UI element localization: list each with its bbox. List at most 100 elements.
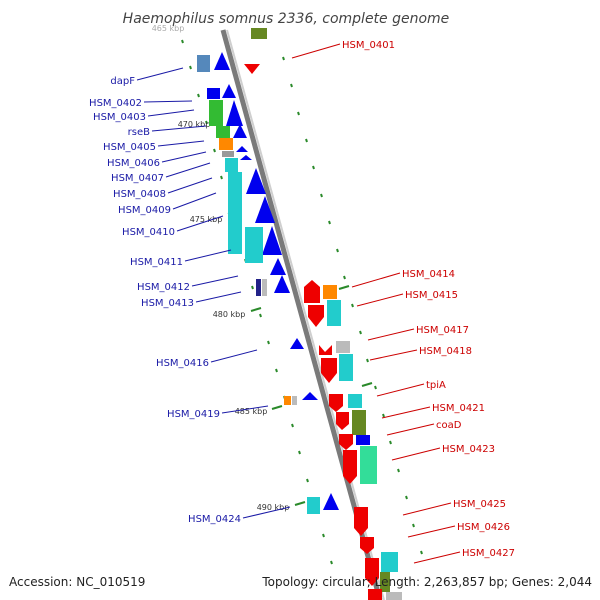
hsm0424-block: [307, 497, 320, 514]
gene-label-hsm0411: HSM_0411: [130, 257, 183, 268]
hsm0410-block: [228, 172, 242, 254]
gene-label-hsm0403: HSM_0403: [93, 112, 146, 123]
gene-label-hsm0418: HSM_0418: [419, 346, 472, 357]
gene-label-hsm0412: HSM_0412: [137, 282, 190, 293]
hsm0419-arrow: [302, 392, 318, 400]
gene-label-hsm0417: HSM_0417: [416, 325, 469, 336]
hsm0425-arrow: [354, 507, 368, 536]
hsm0414-arrow-a: [304, 280, 320, 303]
hsm0402-block: [207, 88, 220, 99]
genome-backbone-highlight: [226, 29, 385, 600]
coaD-arrow: [339, 434, 353, 450]
hsm0408-block: [225, 158, 238, 172]
hsm0427-block-b: [380, 572, 390, 592]
hsm0413-block: [262, 279, 267, 296]
gene-label-hsm0410: HSM_0410: [122, 227, 175, 238]
hsm0416-arrow: [290, 338, 304, 349]
hsm0417-arrow-a: [319, 345, 332, 355]
accession-text: Accession: NC_010519: [9, 575, 145, 589]
map-title: Haemophilus somnus 2336, complete genome: [123, 11, 450, 27]
gene-label-hsm0414: HSM_0414: [402, 269, 455, 280]
kbp-label-480: 480 kbp: [213, 310, 246, 319]
gene-label-hsm0408: HSM_0408: [113, 189, 166, 200]
right-gene-glyphs: [244, 28, 402, 600]
hsm0424-arrow: [323, 493, 339, 510]
gene-label-hsm0406: HSM_0406: [107, 158, 160, 169]
gene-label-hsm0421: HSM_0421: [432, 403, 485, 414]
hsm0421-block: [352, 410, 366, 435]
hsm0419-block-b: [292, 396, 297, 405]
genome-backbone: [220, 29, 383, 600]
hsm0426-arrow: [360, 537, 374, 554]
gene-label-hsm0425: HSM_0425: [453, 499, 506, 510]
hsm0421-arrow: [336, 412, 349, 430]
coaD-block: [356, 435, 370, 445]
gene-label-hsm0427: HSM_0427: [462, 548, 515, 559]
hsm0419-block: [284, 396, 291, 405]
gene-label-hsm0419: HSM_0419: [167, 409, 220, 420]
hsm0427-block: [381, 552, 398, 572]
gene-label-dapF: dapF: [110, 76, 135, 87]
hsm0406-arrow: [236, 146, 248, 152]
gene-label-hsm0409: HSM_0409: [118, 205, 171, 216]
gene-label-hsm0401: HSM_0401: [342, 40, 395, 51]
hsm0414-block: [323, 285, 337, 299]
right-gene-labels: HSM_0401 HSM_0414 HSM_0415 HSM_0417 HSM_…: [342, 40, 515, 559]
kbp-label-485: 485 kbp: [235, 407, 268, 416]
gene-label-hsm0402: HSM_0402: [89, 98, 142, 109]
hsm0411-arrow: [270, 258, 286, 275]
hsm0411-block: [245, 227, 263, 263]
hsm0403-block: [209, 100, 223, 126]
hsm0407-arrow: [240, 155, 252, 160]
hsm0423-block: [360, 446, 377, 484]
left-gene-glyphs: [197, 52, 339, 514]
hsm0415-block: [327, 300, 341, 326]
gene-label-hsm0426: HSM_0426: [457, 522, 510, 533]
hsm0403-arrow: [226, 100, 243, 126]
kbp-label-490: 490 kbp: [257, 503, 290, 512]
hsm0418-block: [339, 354, 353, 381]
gene-label-tpiA: tpiA: [426, 380, 446, 391]
gene-label-hsm0405: HSM_0405: [103, 142, 156, 153]
hsm0423-arrow: [343, 450, 357, 484]
hsm0402-arrow: [222, 84, 236, 98]
rseB-block: [216, 126, 230, 138]
trailing-gene-block-b: [386, 592, 402, 600]
gene-label-hsm0415: HSM_0415: [405, 290, 458, 301]
right-dotted-rail: [282, 56, 423, 555]
hsm0417-arrow: [321, 358, 337, 383]
left-leader-lines: [136, 67, 291, 519]
dapF-block: [197, 55, 210, 72]
hsm0401-block: [251, 28, 267, 39]
hsm0406-block: [222, 151, 234, 157]
left-gene-labels: dapF HSM_0402 HSM_0403 rseB HSM_0405 HSM…: [89, 76, 241, 525]
gene-label-hsm0416: HSM_0416: [156, 358, 209, 369]
kbp-label-465: 465 kbp: [152, 24, 185, 33]
gene-label-hsm0423: HSM_0423: [442, 444, 495, 455]
gene-label-rseB: rseB: [128, 127, 150, 138]
kbp-label-470: 470 kbp: [178, 120, 211, 129]
dapF-arrow: [214, 52, 230, 70]
tpiA-block: [348, 394, 362, 408]
gene-label-hsm0424: HSM_0424: [188, 514, 241, 525]
hsm0417-block: [336, 341, 350, 353]
hsm0413-arrow: [274, 275, 290, 293]
hsm0405-block: [219, 138, 233, 150]
hsm0409-arrow: [255, 196, 275, 223]
hsm0414-arrow: [308, 305, 324, 327]
hsm0412-block: [256, 279, 261, 296]
kbp-label-475: 475 kbp: [190, 215, 223, 224]
hsm0408-arrow: [246, 168, 266, 194]
topology-text: Topology: circular; Length: 2,263,857 bp…: [261, 575, 592, 589]
gene-label-coaD: coaD: [436, 420, 462, 431]
tpiA-arrow: [329, 394, 343, 412]
gene-label-hsm0407: HSM_0407: [111, 173, 164, 184]
rseB-arrow: [233, 124, 247, 138]
right-leader-lines: [291, 43, 461, 564]
gene-label-hsm0413: HSM_0413: [141, 298, 194, 309]
hsm0427-arrow: [365, 558, 379, 586]
hsm0410-arrow: [262, 226, 282, 255]
trailing-gene-block: [368, 589, 382, 600]
